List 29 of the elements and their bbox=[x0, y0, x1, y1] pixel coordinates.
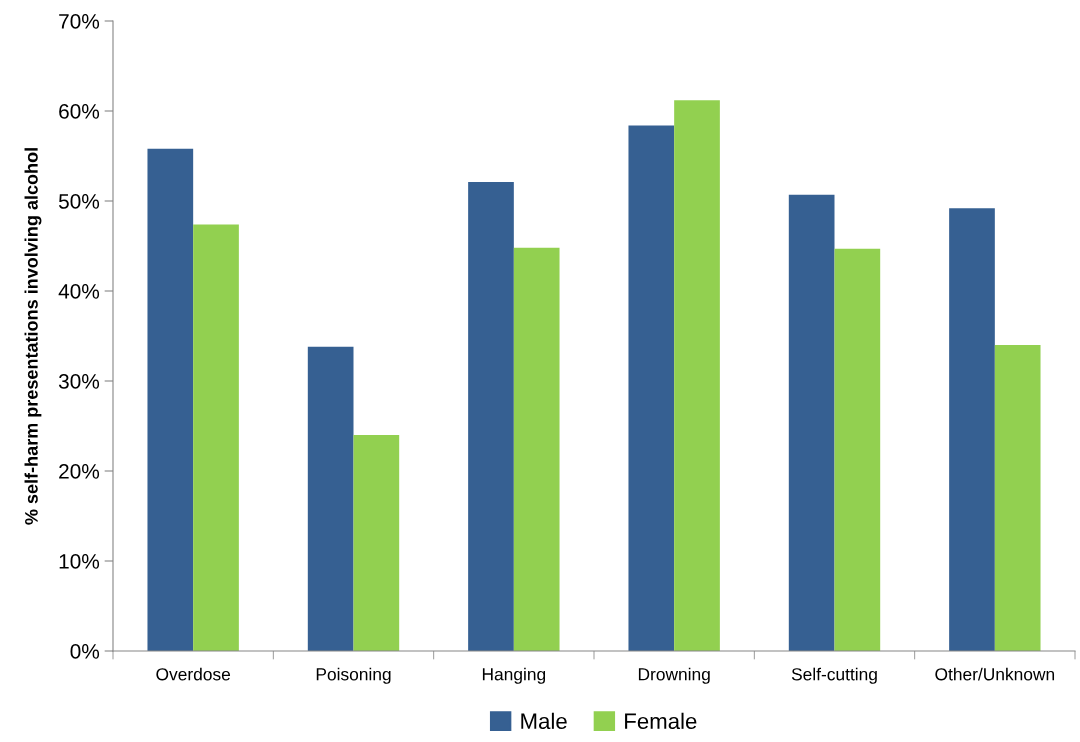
y-tick-label: 50% bbox=[58, 194, 100, 209]
bar bbox=[949, 208, 995, 651]
x-tick-label: Self-cutting bbox=[791, 667, 877, 684]
x-tick-label: Other/Unknown bbox=[935, 667, 1055, 681]
y-tick-label: 40% bbox=[58, 284, 100, 299]
bar bbox=[193, 224, 239, 651]
legend-label: Female bbox=[625, 712, 697, 730]
y-axis-title: % self-harm presentations involving alcohol bbox=[24, 148, 42, 525]
y-tick-label: 0% bbox=[70, 644, 100, 659]
y-tick-label: 10% bbox=[59, 554, 100, 569]
bar bbox=[834, 248, 881, 651]
bar bbox=[307, 346, 354, 651]
x-tick-label: Drowning bbox=[638, 667, 710, 684]
bar bbox=[147, 148, 194, 651]
x-tick-label: Hanging bbox=[482, 667, 546, 684]
bar bbox=[994, 345, 1041, 651]
legend-label: Male bbox=[521, 712, 567, 730]
y-tick-label: 60% bbox=[59, 104, 100, 119]
bar bbox=[513, 247, 560, 651]
bar bbox=[353, 435, 400, 651]
bar bbox=[468, 182, 514, 651]
bar bbox=[674, 100, 720, 651]
y-tick-label: 20% bbox=[59, 464, 100, 479]
y-tick-label: 30% bbox=[58, 374, 100, 389]
bar bbox=[628, 125, 675, 651]
y-tick-label: 70% bbox=[59, 14, 100, 29]
x-tick-label: Overdose bbox=[156, 667, 231, 681]
bar bbox=[788, 194, 835, 651]
x-tick-label: Poisoning bbox=[316, 667, 391, 684]
